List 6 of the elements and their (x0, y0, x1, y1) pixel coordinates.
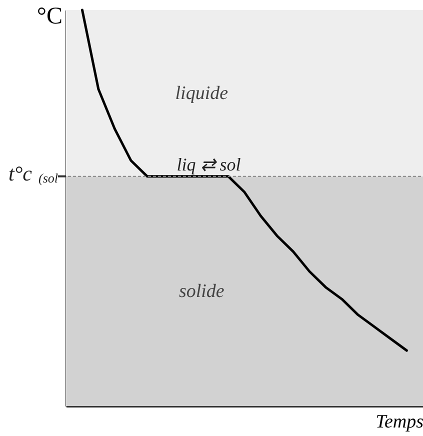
band-label: solide (178, 281, 224, 302)
annotation: liq ⇄ sol (176, 154, 241, 174)
ref-line-label: t°c(sol (8, 161, 58, 186)
x-axis-title: Temps (376, 412, 423, 432)
y-axis-title: °C (36, 4, 62, 30)
band-label: liquide (175, 83, 228, 104)
